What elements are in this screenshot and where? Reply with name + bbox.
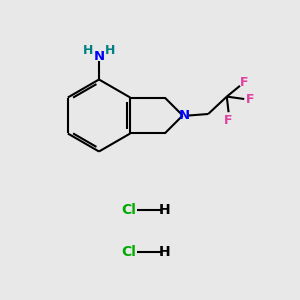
Text: Cl: Cl — [122, 245, 136, 259]
Text: H: H — [159, 245, 171, 259]
Text: H: H — [105, 44, 116, 57]
Text: Cl: Cl — [122, 203, 136, 217]
Text: F: F — [224, 114, 232, 127]
Text: F: F — [246, 93, 254, 106]
Text: F: F — [240, 76, 249, 89]
Text: H: H — [82, 44, 93, 57]
Text: N: N — [178, 109, 190, 122]
Text: N: N — [93, 50, 105, 64]
Text: H: H — [159, 203, 171, 217]
